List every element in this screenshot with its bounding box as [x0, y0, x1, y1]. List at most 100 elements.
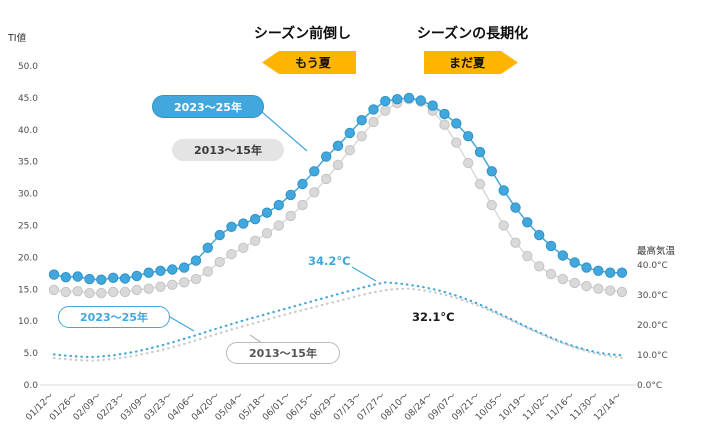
ti-data-point [321, 173, 332, 185]
ti-data-point [297, 178, 308, 190]
ti-data-point [119, 286, 131, 298]
ti-data-point [403, 92, 415, 104]
left-axis-tick-label: 15.0 [18, 285, 38, 295]
ti-data-point [368, 116, 379, 128]
right-axis-tick-label: 20.0°C [637, 321, 668, 331]
left-axis-tick-label: 25.0 [18, 222, 38, 232]
ti-data-point [143, 267, 154, 278]
ti-data-point [356, 131, 367, 142]
ti-data-point [616, 267, 628, 278]
ti-data-point [297, 199, 308, 211]
connector-peak-annotation [351, 266, 377, 282]
ti-data-point [131, 284, 143, 296]
ti-data-point [557, 273, 568, 285]
right-axis-tick-label: 40.0°C [637, 261, 668, 271]
ti-data-point [356, 115, 367, 126]
ti-data-point [510, 202, 521, 213]
ti-data-point [581, 262, 592, 273]
left-axis-tick-label: 30.0 [18, 190, 38, 200]
ti-data-point [273, 220, 284, 231]
ti-data-point [557, 250, 568, 261]
ti-data-point [72, 271, 83, 282]
ti-data-point [250, 213, 261, 225]
ti-data-point [545, 268, 557, 280]
ti-data-point [581, 280, 592, 292]
ti-data-point [143, 283, 154, 294]
ti-data-point [84, 273, 95, 285]
ti-data-point [439, 108, 450, 120]
ribbon-arrow-left: もう夏 [262, 51, 356, 74]
ti-data-point [261, 228, 273, 239]
ti-data-point [510, 237, 521, 248]
ti-data-point [605, 267, 616, 278]
ti-data-point [451, 137, 462, 148]
left-axis-tick-label: 5.0 [24, 349, 39, 359]
ti-data-point [344, 145, 355, 156]
ti-data-point [155, 281, 166, 292]
left-axis-tick-label: 0.0 [24, 381, 39, 391]
ti-data-point [616, 286, 628, 298]
ti-data-point [238, 242, 249, 254]
ti-data-point [415, 95, 426, 106]
ti-series-line [53, 97, 622, 281]
series-label-ti-2013-15: 2013〜15年 [172, 139, 284, 161]
left-axis-tick-label: 50.0 [18, 62, 38, 72]
ti-data-point [486, 199, 497, 211]
ti-data-point [167, 279, 178, 290]
right-axis-tick-label: 30.0°C [637, 291, 668, 301]
ti-data-point [238, 218, 249, 229]
right-axis-title: 最高気温 [637, 246, 676, 257]
ti-data-point [108, 272, 119, 283]
ti-data-point [451, 118, 462, 129]
ti-data-point [439, 119, 450, 130]
ti-data-point [486, 166, 497, 177]
ti-data-point [593, 265, 604, 276]
ti-data-point [344, 127, 355, 139]
ti-data-point [285, 189, 296, 201]
ribbon-arrow-right: まだ夏 [424, 51, 518, 74]
ti-data-point [569, 257, 580, 268]
ti-data-point [96, 287, 107, 299]
ti-data-point [534, 261, 545, 272]
left-axis-tick-label: 45.0 [18, 94, 38, 104]
ti-data-point [309, 187, 320, 198]
temp-series-line [52, 281, 624, 359]
ti-data-point [474, 146, 486, 158]
ti-data-point [380, 95, 391, 107]
left-axis-tick-label: 40.0 [18, 126, 38, 136]
ti-data-point [285, 210, 296, 222]
ti-data-point [332, 159, 344, 171]
ti-data-point [131, 270, 143, 282]
right-axis-tick-label: 10.0°C [637, 351, 668, 361]
ti-data-point [427, 100, 438, 111]
ti-data-point [190, 255, 202, 266]
ti-data-point [605, 285, 616, 296]
ti-data-point [72, 286, 83, 297]
left-axis-tick-label: 10.0 [18, 317, 38, 327]
ti-data-point [250, 235, 261, 247]
ti-data-point [48, 269, 60, 280]
annotation-peak-gray: 32.1°C [412, 310, 455, 324]
connector-ti-blue-label [261, 111, 308, 152]
ti-data-point [593, 283, 604, 294]
ti-data-point [332, 140, 344, 152]
ti-data-point [179, 262, 190, 273]
ti-data-point [309, 166, 320, 177]
ti-data-point [179, 277, 190, 288]
ti-data-point [214, 229, 225, 241]
ti-data-point [534, 229, 545, 241]
left-axis-title: TI値 [8, 33, 27, 44]
ti-data-point [392, 94, 403, 105]
left-axis-tick-label: 35.0 [18, 158, 38, 168]
right-axis-tick-label: 0.0°C [637, 381, 662, 391]
ti-data-point [368, 104, 379, 115]
series-label-ti-2023-25: 2023〜25年 [152, 95, 264, 118]
ti-data-point [498, 185, 509, 196]
ti-data-point [226, 249, 237, 260]
ti-data-point [60, 286, 72, 298]
ti-data-point [167, 264, 178, 275]
series-label-temp-2013-15: 2013〜15年 [226, 342, 340, 364]
ti-data-point [214, 256, 225, 268]
